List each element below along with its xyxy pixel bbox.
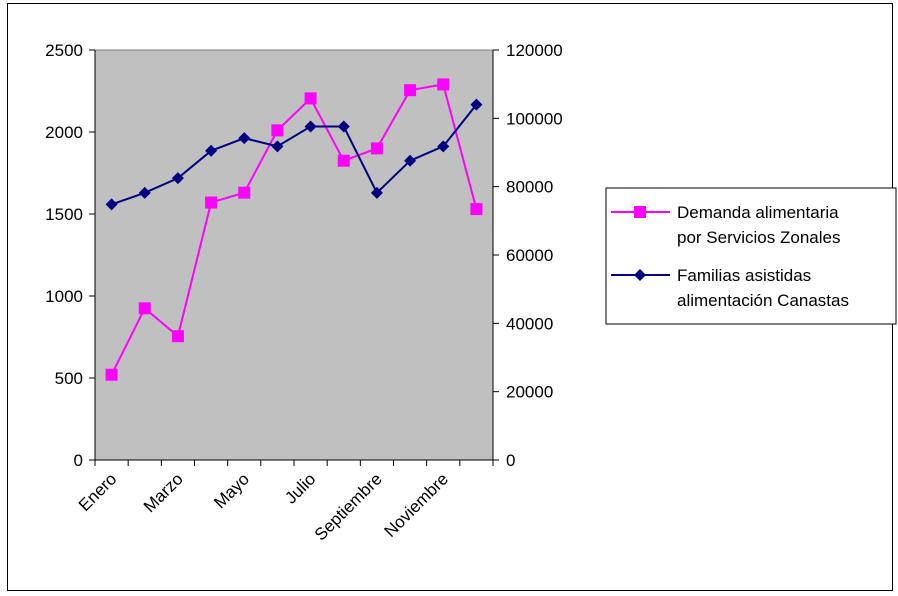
data-point <box>470 98 483 111</box>
legend-marker <box>634 206 646 218</box>
x-tick-label: Enero <box>75 469 121 515</box>
data-point <box>238 132 251 145</box>
right-tick-label: 100000 <box>506 109 563 128</box>
x-tick-label: Septiembre <box>311 469 386 544</box>
series-line <box>111 104 478 206</box>
x-tick-label: Noviembre <box>381 469 453 541</box>
data-point <box>304 120 317 133</box>
legend-marker <box>634 269 646 281</box>
left-tick-label: 1500 <box>45 205 83 224</box>
series-2 <box>105 98 483 211</box>
data-point <box>271 140 284 153</box>
data-point <box>437 140 450 153</box>
data-point <box>370 186 383 199</box>
right-tick-label: 60000 <box>506 246 553 265</box>
right-tick-label: 0 <box>506 451 515 470</box>
data-point <box>105 198 118 211</box>
left-tick-label: 0 <box>74 451 83 470</box>
right-tick-label: 20000 <box>506 383 553 402</box>
data-point <box>138 186 151 199</box>
data-point <box>337 120 350 133</box>
data-point <box>205 144 218 157</box>
data-point <box>171 330 184 343</box>
data-point <box>105 368 118 381</box>
left-tick-label: 2500 <box>45 41 83 60</box>
right-tick-label: 40000 <box>506 314 553 333</box>
data-point <box>370 142 383 155</box>
x-tick-label: Marzo <box>140 469 187 516</box>
legend-item-1: Demanda alimentaria por Servicios Zonales <box>611 203 840 247</box>
data-point <box>238 186 251 199</box>
x-tick-label: Julio <box>281 469 319 507</box>
legend-label: alimentación Canastas <box>677 291 849 310</box>
legend: Demanda alimentaria por Servicios Zonales… <box>605 187 897 325</box>
left-tick-label: 2000 <box>45 123 83 142</box>
data-point <box>404 154 417 167</box>
data-point <box>337 154 350 167</box>
data-point <box>437 78 450 91</box>
legend-item-2: Familias asistidas alimentación Canastas <box>611 266 849 310</box>
plot-area <box>94 49 494 461</box>
x-tick-label: Mayo <box>210 469 253 512</box>
series-1 <box>105 78 483 381</box>
data-point <box>171 172 184 185</box>
legend-label: Familias asistidas <box>677 266 811 285</box>
data-point <box>404 84 417 97</box>
legend-label: Demanda alimentaria <box>677 203 839 222</box>
data-point <box>205 196 218 209</box>
right-tick-label: 80000 <box>506 178 553 197</box>
data-point <box>138 302 151 315</box>
data-point <box>470 203 483 216</box>
data-point <box>271 124 284 137</box>
left-tick-label: 1000 <box>45 287 83 306</box>
right-tick-label: 120000 <box>506 41 563 60</box>
legend-box <box>605 187 897 325</box>
data-point <box>304 92 317 105</box>
left-tick-label: 500 <box>55 369 83 388</box>
legend-label: por Servicios Zonales <box>677 228 840 247</box>
